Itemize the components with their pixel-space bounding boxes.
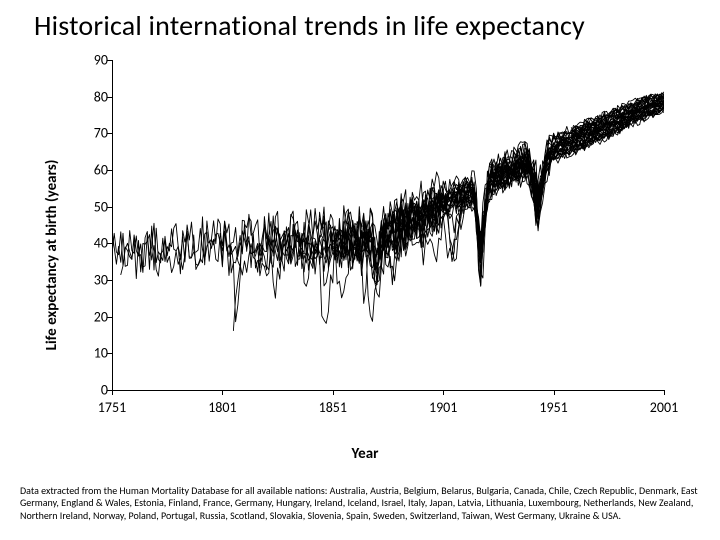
x-tick-label: 1951 xyxy=(539,399,567,416)
y-tick-label: 70 xyxy=(94,125,108,142)
y-tick-label: 20 xyxy=(94,308,108,325)
y-tick-label: 10 xyxy=(94,345,108,362)
caption: Data extracted from the Human Mortality … xyxy=(20,485,700,523)
x-axis-line xyxy=(112,390,664,391)
x-tick xyxy=(112,390,113,395)
series-line xyxy=(441,102,664,261)
y-tick-label: 90 xyxy=(94,52,108,69)
x-tick-label: 1901 xyxy=(429,399,457,416)
x-tick xyxy=(664,390,665,395)
x-tick xyxy=(222,390,223,395)
x-axis-label: Year xyxy=(352,445,379,463)
y-tick-label: 80 xyxy=(94,88,108,105)
series-line xyxy=(112,93,664,303)
page-title: Historical international trends in life … xyxy=(34,8,585,43)
x-tick xyxy=(443,390,444,395)
y-tick-label: 50 xyxy=(94,198,108,215)
x-tick-label: 1851 xyxy=(319,399,347,416)
x-tick-label: 2001 xyxy=(650,399,678,416)
plot-area xyxy=(112,60,664,390)
x-tick xyxy=(554,390,555,395)
x-tick xyxy=(333,390,334,395)
y-tick-label: 30 xyxy=(94,272,108,289)
x-tick-label: 1751 xyxy=(98,399,126,416)
y-tick-label: 60 xyxy=(94,162,108,179)
x-tick-label: 1801 xyxy=(208,399,236,416)
y-axis-label: Life expectancy at birth (years) xyxy=(43,160,61,351)
slide: Historical international trends in life … xyxy=(0,0,720,540)
series-line xyxy=(459,109,664,286)
y-tick-label: 40 xyxy=(94,235,108,252)
chart: Life expectancy at birth (years) Year 01… xyxy=(60,55,670,455)
